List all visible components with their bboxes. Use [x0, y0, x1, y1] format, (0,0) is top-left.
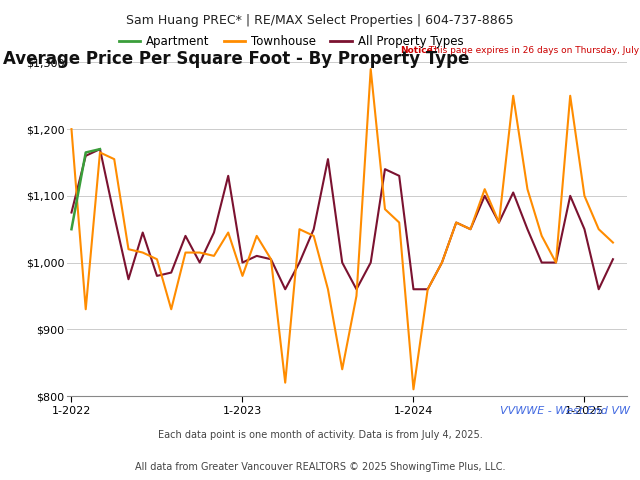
Text: VVWWE - West End VW: VVWWE - West End VW [500, 406, 630, 416]
Text: All data from Greater Vancouver REALTORS © 2025 ShowingTime Plus, LLC.: All data from Greater Vancouver REALTORS… [135, 462, 505, 472]
Legend: Apartment, Townhouse, All Property Types: Apartment, Townhouse, All Property Types [115, 30, 468, 52]
Text: Each data point is one month of activity. Data is from July 4, 2025.: Each data point is one month of activity… [157, 430, 483, 440]
Text: Sam Huang PREC* | RE/MAX Select Properties | 604-737-8865: Sam Huang PREC* | RE/MAX Select Properti… [126, 14, 514, 27]
Text: Average Price Per Square Foot - By Property Type: Average Price Per Square Foot - By Prope… [3, 50, 470, 68]
Text: This page expires in 26 days on Thursday, July 31, 2025.: This page expires in 26 days on Thursday… [426, 46, 640, 55]
Text: Notice:: Notice: [400, 46, 436, 55]
